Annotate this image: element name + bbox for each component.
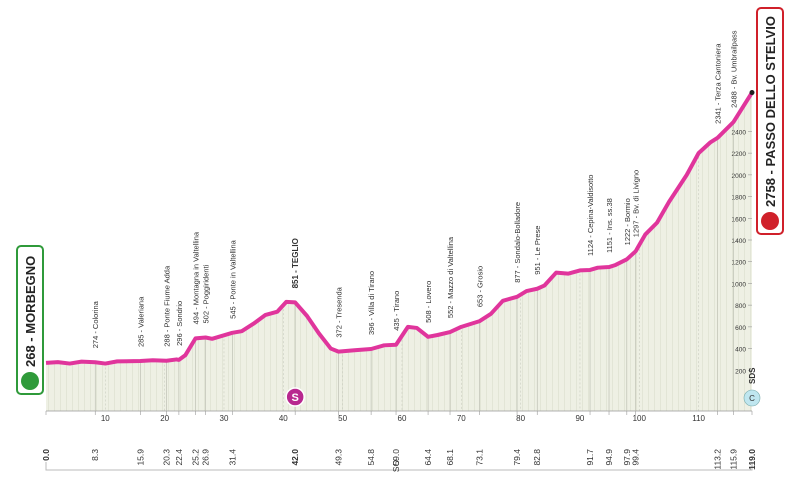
km-label: 64.4 xyxy=(423,449,433,466)
waypoint-label: 653 - Grosio xyxy=(476,266,485,307)
km-label: 94.9 xyxy=(604,449,614,466)
y-tick-label: 1000 xyxy=(732,281,747,288)
km-label: 15.9 xyxy=(135,449,145,466)
waypoint-label: 1297 - Bv. di Livigno xyxy=(632,170,641,237)
km-label: 68.1 xyxy=(445,449,455,466)
start-icon xyxy=(21,372,39,390)
x-tick-label: 40 xyxy=(279,414,288,423)
km-label: 22.4 xyxy=(174,449,184,466)
x-tick-label: 80 xyxy=(516,414,525,423)
y-tick-label: 2200 xyxy=(732,151,747,158)
y-tick-label: 1800 xyxy=(732,195,747,202)
start-label: 268 - MORBEGNO xyxy=(23,256,38,367)
gpm-marker xyxy=(743,389,761,407)
y-tick-label: 400 xyxy=(735,347,746,354)
km-label: 20.3 xyxy=(161,449,171,466)
x-tick-label: 30 xyxy=(220,414,229,423)
km-label: 31.4 xyxy=(227,449,237,466)
x-tick-label: 50 xyxy=(338,414,347,423)
profile-area xyxy=(46,92,752,411)
waypoint-label: 1124 - Cepina-Valdisotto xyxy=(586,175,595,256)
waypoint-label: 1151 - Ins. ss.38 xyxy=(605,198,614,253)
waypoint-label: 494 - Montagna in Valtellina xyxy=(192,231,201,324)
x-tick-label: 90 xyxy=(575,414,584,423)
y-tick-label: 600 xyxy=(735,325,746,332)
km-label: 25.2 xyxy=(191,449,201,466)
x-tick-label: 20 xyxy=(160,414,169,423)
gpm-label: C xyxy=(749,394,755,403)
waypoint-label: 1222 - Bormio xyxy=(623,198,632,245)
x-tick-label: 100 xyxy=(633,414,647,423)
waypoint-label: 296 - Sondrio xyxy=(175,301,184,346)
km-label: 8.3 xyxy=(90,449,100,461)
waypoint-label: 372 - Tresenda xyxy=(334,286,343,337)
x-tick-label: 70 xyxy=(457,414,466,423)
km-label: 42.0 xyxy=(290,449,300,466)
km-label: 49.3 xyxy=(333,449,343,466)
waypoint-label: 396 - Villa di Tirano xyxy=(367,271,376,335)
y-tick-label: 800 xyxy=(735,303,746,310)
finish-label: 2758 - PASSO DELLO STELVIO xyxy=(763,16,778,207)
bottom-note: SO xyxy=(391,459,401,472)
finish-icon xyxy=(761,212,779,230)
waypoint-label: 288 - Ponte Fiume Adda xyxy=(162,265,171,347)
waypoint-label: 285 - Valeriana xyxy=(136,296,145,347)
waypoint-label: 2488 - Bv. Umbrailpass xyxy=(730,30,739,108)
y-tick-label: 2000 xyxy=(732,173,747,180)
waypoint-label: 508 - Lovero xyxy=(424,281,433,323)
km-label: 91.7 xyxy=(585,449,595,466)
x-tick-label: 60 xyxy=(398,414,407,423)
waypoint-label: 435 - Tirano xyxy=(392,291,401,331)
y-tick-label: 1200 xyxy=(732,260,747,267)
x-tick-label: 110 xyxy=(692,414,705,423)
y-tick-label: 200 xyxy=(735,368,746,375)
distance-bracket xyxy=(45,462,753,471)
y-tick-label: 2400 xyxy=(732,129,747,136)
gpm-note: SDS xyxy=(748,367,757,384)
y-tick-label: 1400 xyxy=(732,238,747,245)
waypoint-label: 851 - TEGLIO xyxy=(291,238,300,288)
waypoint-label: 552 - Mazzo di Valtellina xyxy=(446,236,455,318)
km-label: 26.9 xyxy=(201,449,211,466)
km-label: 119.0 xyxy=(747,449,757,470)
km-label: 73.1 xyxy=(475,449,485,466)
waypoint-label: 2341 - Terza Cantoniera xyxy=(714,43,723,124)
km-label: 59.0 xyxy=(391,449,401,466)
waypoint-label: 502 - Poggiridenti xyxy=(202,264,211,323)
km-label: 97.9 xyxy=(622,449,632,466)
km-label: 79.4 xyxy=(512,449,522,466)
waypoint-label: 274 - Colorina xyxy=(91,300,100,348)
waypoint-label: 877 - Sondalo-Bolladore xyxy=(513,202,522,283)
km-label: 82.8 xyxy=(532,449,542,466)
y-tick-label: 1600 xyxy=(732,216,747,223)
waypoint-label: 951 - Le Prese xyxy=(533,226,542,275)
start-box xyxy=(16,245,44,395)
waypoint-label: 545 - Ponte in Valtellina xyxy=(228,239,237,318)
km-label: 0.0 xyxy=(41,449,51,461)
km-label: 115.9 xyxy=(729,449,739,470)
km-label: 54.8 xyxy=(366,449,376,466)
sprint-label: S xyxy=(292,392,299,404)
sprint-marker xyxy=(285,387,305,407)
km-label: 113.2 xyxy=(713,449,723,470)
km-label: 99.4 xyxy=(631,449,641,466)
profile-line xyxy=(45,91,754,366)
finish-box xyxy=(756,7,784,235)
x-tick-label: 10 xyxy=(101,414,110,423)
finish-dot xyxy=(749,90,755,96)
